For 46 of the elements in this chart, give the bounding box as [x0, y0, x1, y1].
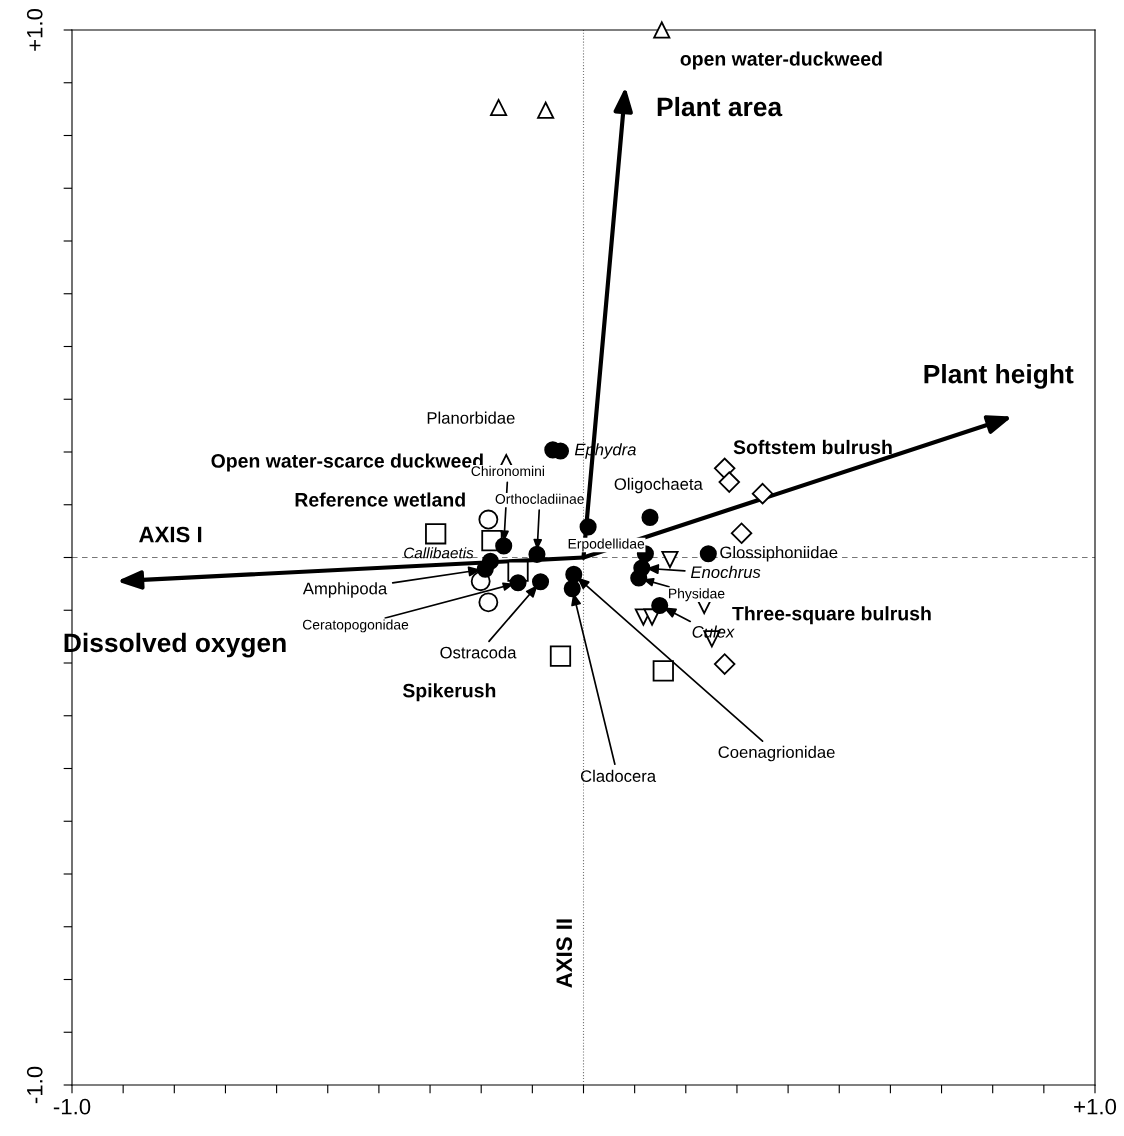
series-label: open water-duckweed — [680, 51, 882, 70]
annotation: Physidae — [669, 588, 725, 602]
annotation: Plant area — [657, 96, 783, 117]
point — [549, 645, 572, 667]
annotation: Coenagrionidae — [718, 745, 835, 762]
annotation: Ostracoda — [440, 646, 517, 659]
annotation: Enochrus — [690, 565, 761, 579]
x-axis-title: AXIS I — [139, 526, 202, 543]
point — [528, 545, 546, 563]
point — [653, 21, 671, 39]
point — [699, 545, 717, 563]
annotation: Plant height — [924, 364, 1074, 389]
annotation: Callibaetis — [404, 547, 474, 559]
point — [630, 569, 648, 587]
point — [641, 508, 659, 526]
point — [652, 660, 674, 682]
point — [478, 592, 499, 613]
point — [579, 518, 597, 536]
point — [537, 101, 555, 119]
point — [495, 537, 513, 555]
point — [565, 565, 583, 583]
point — [730, 522, 753, 544]
annotation: Ceratopogonidae — [302, 619, 409, 633]
annotation: Glossiphoniidae — [720, 546, 838, 562]
annotation: Planorbidae — [427, 411, 515, 424]
point — [713, 457, 736, 480]
point — [713, 653, 736, 675]
point — [425, 523, 447, 545]
annotation: Orthocladiinae — [495, 493, 584, 504]
annotation: Oligochaeta — [614, 477, 703, 494]
annotation: Erpodellidae — [568, 538, 645, 552]
point — [651, 596, 669, 615]
point — [509, 574, 527, 592]
point — [490, 98, 508, 117]
point — [718, 471, 741, 493]
text: Spikerush — [402, 683, 496, 702]
y-axis-title: AXIS II — [556, 919, 573, 988]
series-label: Reference wetland — [295, 492, 465, 507]
point — [478, 509, 499, 530]
annotation: Cladocera — [580, 769, 657, 782]
point — [751, 482, 774, 505]
point — [661, 551, 679, 569]
series-label: Softstem bulrush — [733, 439, 892, 455]
annotation: Amphipoda — [302, 582, 388, 598]
point — [531, 573, 550, 591]
legend-label: Three-square bulrush — [732, 606, 931, 625]
